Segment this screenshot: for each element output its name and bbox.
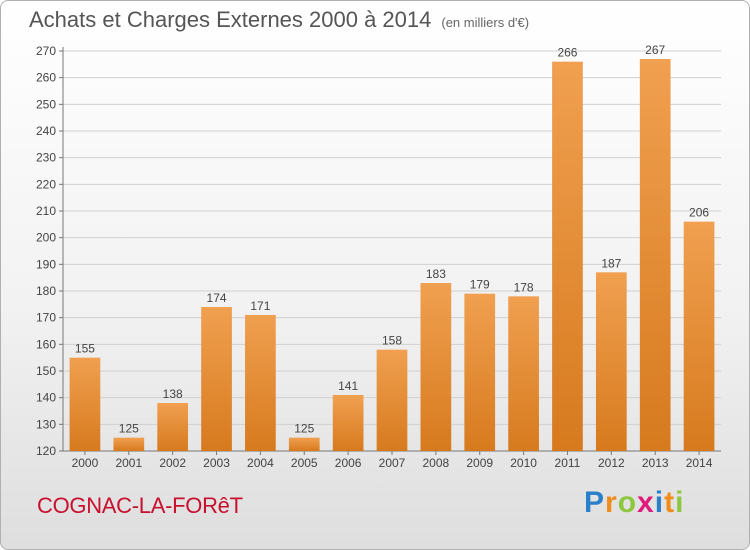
bar [683, 221, 715, 451]
bar [464, 293, 496, 451]
bar [201, 307, 232, 451]
y-tick-label: 200 [36, 231, 56, 245]
data-label: 267 [645, 43, 665, 57]
x-tick-label: 2004 [247, 456, 274, 470]
bar [508, 296, 539, 451]
data-label: 171 [250, 299, 270, 313]
data-label: 179 [470, 278, 490, 292]
logo-letter: x [637, 486, 655, 519]
logo-letter: i [675, 486, 685, 519]
x-tick-label: 2008 [423, 456, 450, 470]
y-tick-label: 230 [36, 151, 56, 165]
data-label: 125 [119, 422, 139, 436]
y-tick-label: 240 [36, 124, 56, 138]
town-name: COGNAC-LA-FORêT [37, 493, 243, 518]
bar [420, 283, 452, 451]
data-labels: 155 125 138 174 171 125 141 158 183 179 178 266 187 2… [75, 43, 709, 436]
x-tick-label: 2006 [335, 456, 362, 470]
x-tick-label: 2007 [379, 456, 406, 470]
y-tick-label: 220 [36, 177, 56, 191]
axes: 120 130 140 150 160 170 180 190 200 210 220 230 240 2… [36, 44, 721, 470]
y-tick-label: 160 [36, 337, 56, 351]
data-label: 187 [601, 256, 621, 270]
logo-letter: i [654, 486, 665, 519]
chart-title: Achats et Charges Externes 2000 à 2014 (e… [29, 7, 529, 33]
data-label: 174 [207, 291, 227, 305]
chart-unit: (en milliers d'€) [441, 15, 530, 30]
y-tick-label: 130 [36, 417, 56, 431]
x-tick-label: 2003 [203, 456, 230, 470]
data-label: 266 [557, 46, 577, 60]
bar [332, 395, 364, 451]
x-tick-label: 2001 [115, 456, 142, 470]
proxiti-logo: Proxiti [584, 486, 684, 520]
data-label: 183 [426, 267, 446, 281]
y-tick-label: 140 [36, 391, 56, 405]
logo-letter: P [584, 486, 606, 519]
chart-title-text: Achats et Charges Externes 2000 à 2014 [29, 7, 432, 32]
x-tick-label: 2012 [598, 456, 625, 470]
y-tick-label: 260 [36, 71, 56, 85]
bar [639, 59, 671, 451]
y-tick-label: 170 [36, 311, 56, 325]
data-label: 138 [163, 387, 183, 401]
bar [288, 437, 320, 451]
data-label: 158 [382, 334, 402, 348]
data-label: 141 [338, 379, 358, 393]
x-tick-label: 2010 [510, 456, 537, 470]
y-tick-label: 120 [36, 444, 56, 458]
y-tick-label: 180 [36, 284, 56, 298]
x-tick-label: 2002 [159, 456, 186, 470]
x-tick-label: 2011 [555, 456, 581, 470]
bars [69, 59, 715, 452]
x-tick-label: 2000 [72, 456, 99, 470]
y-tick-label: 210 [36, 204, 56, 218]
x-tick-label: 2009 [466, 456, 493, 470]
x-tick-label: 2005 [291, 456, 318, 470]
data-label: 206 [689, 206, 709, 220]
data-label: 125 [294, 422, 314, 436]
y-tick-label: 150 [36, 364, 56, 378]
bar [376, 349, 408, 451]
y-tick-label: 270 [36, 44, 56, 58]
logo-letter: r [605, 486, 618, 519]
data-label: 155 [75, 342, 95, 356]
y-tick-label: 250 [36, 97, 56, 111]
logo-letter: t [664, 486, 676, 519]
bar [69, 357, 101, 451]
bar [245, 315, 276, 451]
x-tick-label: 2013 [642, 456, 669, 470]
logo-letter: o [617, 486, 638, 519]
bar [552, 61, 583, 452]
bar [157, 403, 189, 451]
data-label: 178 [514, 280, 534, 294]
y-tick-label: 190 [36, 257, 56, 271]
x-tick-label: 2014 [686, 456, 713, 470]
bar [113, 437, 145, 451]
bar [595, 272, 627, 451]
